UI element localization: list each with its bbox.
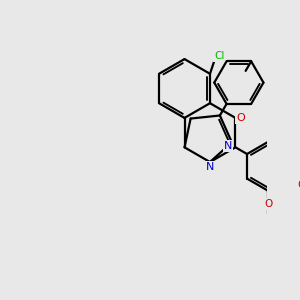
Text: N: N xyxy=(206,162,214,172)
Text: N: N xyxy=(224,141,232,152)
Text: O: O xyxy=(297,180,300,190)
Text: Cl: Cl xyxy=(214,51,224,62)
Text: O: O xyxy=(264,199,272,209)
Text: O: O xyxy=(236,113,244,123)
